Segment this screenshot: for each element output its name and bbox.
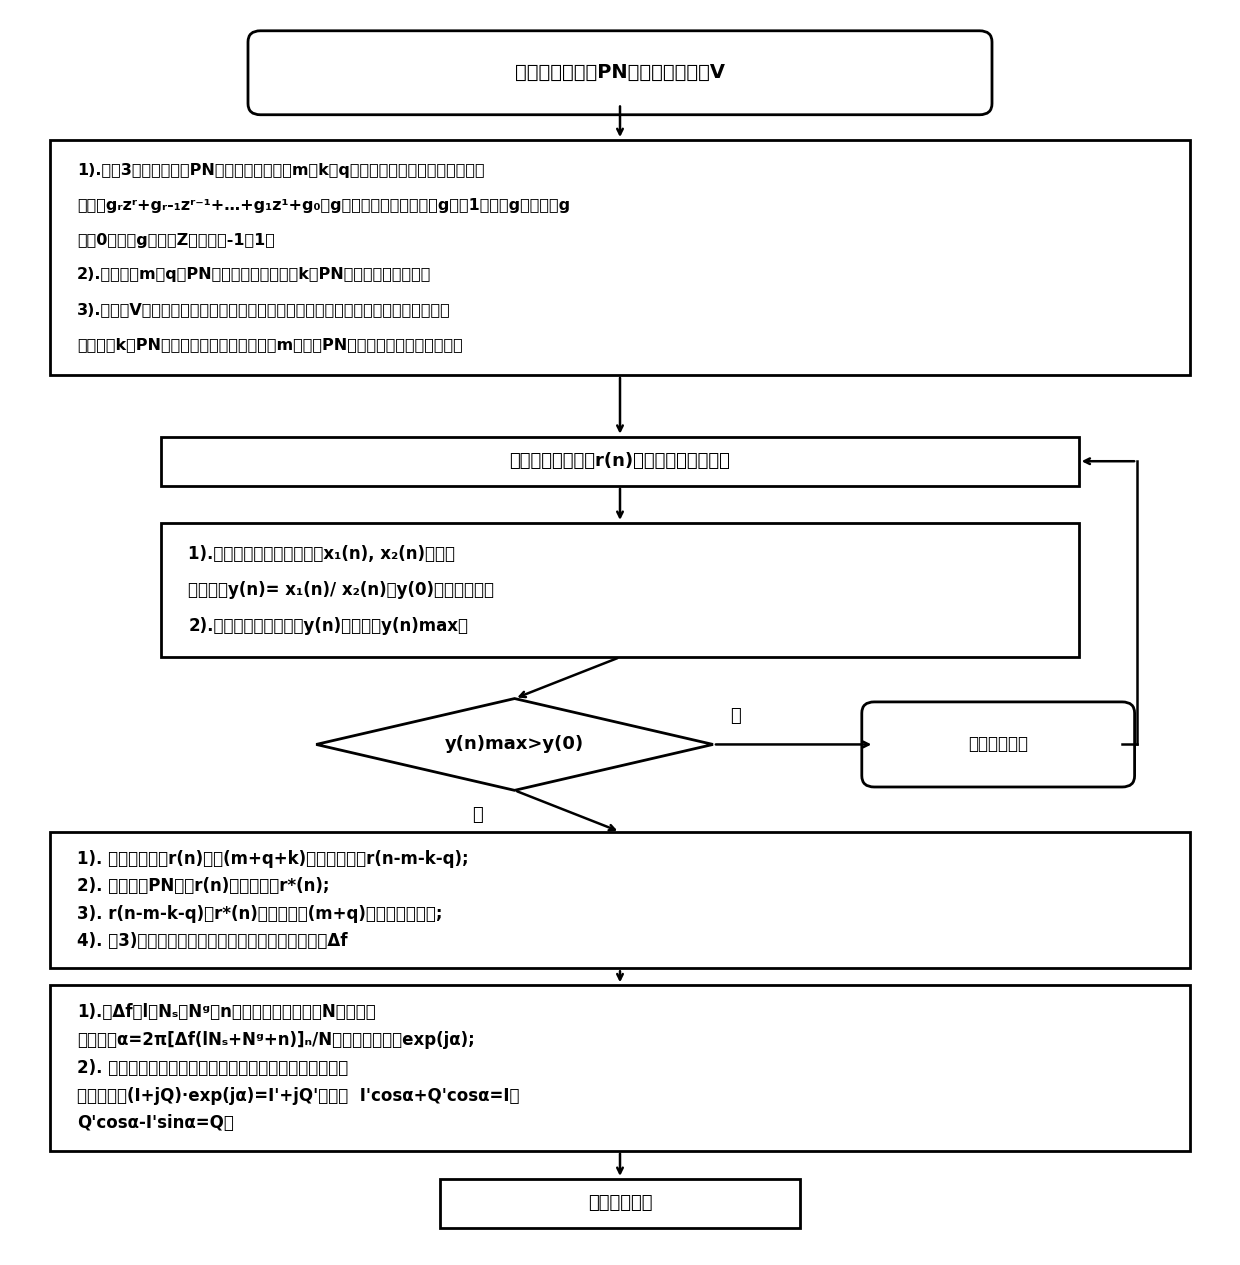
Bar xyxy=(161,522,1079,657)
Bar xyxy=(50,985,1190,1151)
Text: 1).产生3种长度不同的PN序列，长度分别为m，k，q，且均是自然数；生成序列多项: 1).产生3种长度不同的PN序列，长度分别为m，k，q，且均是自然数；生成序列多… xyxy=(77,163,485,178)
FancyBboxPatch shape xyxy=(862,702,1135,787)
Text: 率比值：y(n)= x₁(n)/ x₂(n)，y(0)为预定阈值；: 率比值：y(n)= x₁(n)/ x₂(n)，y(0)为预定阈值； xyxy=(188,581,495,598)
Text: y(n)max>y(0): y(n)max>y(0) xyxy=(445,735,584,754)
Text: 是: 是 xyxy=(472,806,482,824)
Text: 1).计算两个窗口的信号功率x₁(n), x₂(n)，其功: 1).计算两个窗口的信号功率x₁(n), x₂(n)，其功 xyxy=(188,545,455,563)
Text: 式为：gᵣzʳ+gᵣ-₁zʳ⁻¹+…+g₁z¹+g₀，g为对应的开关状态；当g等于1时表示g闭合；当g: 式为：gᵣzʳ+gᵣ-₁zʳ⁻¹+…+g₁z¹+g₀，g为对应的开关状态；当g等… xyxy=(77,197,570,213)
Text: 否: 否 xyxy=(730,707,740,725)
Text: 4). 对3)中累加结果取相位后，相位值与系数乘积得Δf: 4). 对3)中累加结果取相位后，相位值与系数乘积得Δf xyxy=(77,932,347,950)
Text: 2).取长度为m，q的PN序列各两段，长度为k的PN序列一段，共五段；: 2).取长度为m，q的PN序列各两段，长度为k的PN序列一段，共五段； xyxy=(77,267,432,282)
Text: 等于0时表示g打开。Z取值为：-1或1．: 等于0时表示g打开。Z取值为：-1或1． xyxy=(77,233,275,248)
Text: 2).检测窗口信号功率比y(n)中最大值y(n)max．: 2).检测窗口信号功率比y(n)中最大值y(n)max． xyxy=(188,617,469,635)
Text: Q'cosα-I'sinα=Q．: Q'cosα-I'sinα=Q． xyxy=(77,1114,234,1132)
Bar xyxy=(50,140,1190,374)
Text: 构造嵌套式循环PN序列时域同步头V: 构造嵌套式循环PN序列时域同步头V xyxy=(515,63,725,82)
Text: 3). r(n-m-k-q)与r*(n)相乘，并对(m+q)个乘积结果累加;: 3). r(n-m-k-q)与r*(n)相乘，并对(m+q)个乘积结果累加; xyxy=(77,904,443,922)
Text: 模，得到α=2π[Δf(lNₛ+Nᵍ+n)]ₙ/N，相位旋转为：exp(jα);: 模，得到α=2π[Δf(lNₛ+Nᵍ+n)]ₙ/N，相位旋转为：exp(jα); xyxy=(77,1031,475,1049)
Text: 则关系为：(I+jQ)·exp(jα)=I'+jQ'，可得  I'cosα+Q'cosα=I，: 则关系为：(I+jQ)·exp(jα)=I'+jQ'，可得 I'cosα+Q'c… xyxy=(77,1087,520,1104)
FancyBboxPatch shape xyxy=(248,30,992,115)
Text: 3).同步头V线性结构由五部分构成，且第一与第四部分相同、第二与第五部分相同．: 3).同步头V线性结构由五部分构成，且第一与第四部分相同、第二与第五部分相同． xyxy=(77,302,450,318)
Text: 1). 对同步头序列r(n)延时(m+q+k)单位时间，得r(n-m-k-q);: 1). 对同步头序列r(n)延时(m+q+k)单位时间，得r(n-m-k-q); xyxy=(77,850,469,868)
Bar xyxy=(440,1179,800,1228)
Bar xyxy=(161,436,1079,486)
Bar xyxy=(50,832,1190,968)
Text: 分离出同步头序列r(n)，进入定时同步单元: 分离出同步头序列r(n)，进入定时同步单元 xyxy=(510,452,730,471)
Polygon shape xyxy=(316,698,713,791)
Text: 则长度为k的PN序列位于结构中心，长度为m的两段PN序列位于第一与第四部分．: 则长度为k的PN序列位于结构中心，长度为m的两段PN序列位于第一与第四部分． xyxy=(77,336,463,352)
Text: 载波同步完成: 载波同步完成 xyxy=(588,1194,652,1212)
Text: 1).对Δf，l，Nₛ，Nᵍ，n进行数字累加，并以N为单位取: 1).对Δf，l，Nₛ，Nᵍ，n进行数字累加，并以N为单位取 xyxy=(77,1003,376,1021)
Text: 定时同步失败: 定时同步失败 xyxy=(968,735,1028,754)
Text: 2). 对同步头PN序列r(n)取共轭，得r*(n);: 2). 对同步头PN序列r(n)取共轭，得r*(n); xyxy=(77,878,330,896)
Text: 2). 接收信号与输入信号以同相分量与正交分量形式表示，: 2). 接收信号与输入信号以同相分量与正交分量形式表示， xyxy=(77,1059,348,1077)
